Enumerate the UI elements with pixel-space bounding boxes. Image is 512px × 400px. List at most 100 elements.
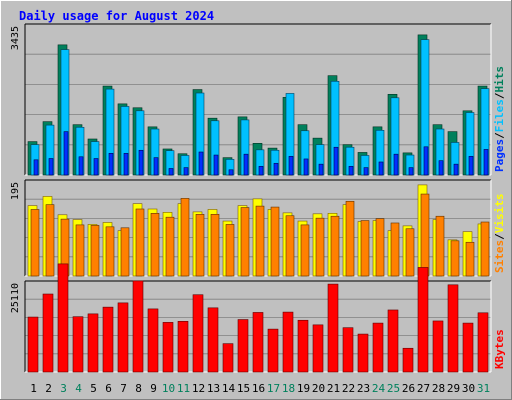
bar-pages-day-15 (243, 153, 249, 176)
bar-kbytes-day-18 (282, 311, 294, 373)
x-tick-label-day-7: 7 (120, 382, 127, 395)
x-tick-label-day-6: 6 (105, 382, 112, 395)
bar-sites-day-5 (90, 225, 100, 277)
bar-sites-day-29 (450, 240, 460, 277)
bar-kbytes-day-23 (357, 333, 369, 373)
bar-pages-day-30 (468, 156, 474, 176)
bar-kbytes-day-31 (477, 312, 489, 373)
bar-pages-day-5 (93, 158, 99, 176)
bar-sites-day-26 (405, 228, 415, 277)
bar-sites-day-9 (150, 213, 160, 277)
bar-sites-day-1 (30, 209, 40, 277)
panel-top-legend-label: Pages/Files/Hits (493, 66, 506, 172)
bar-kbytes-day-24 (372, 322, 384, 373)
bar-sites-day-12 (195, 213, 205, 277)
bar-sites-day-25 (390, 222, 400, 277)
legend-separator: / (493, 92, 506, 99)
x-tick-label-day-25: 25 (387, 382, 400, 395)
bar-pages-day-29 (453, 163, 459, 176)
legend-kbytes: KBytes (493, 329, 506, 369)
bar-pages-day-14 (228, 169, 234, 176)
x-tick-label-day-20: 20 (312, 382, 325, 395)
x-tick-label-day-14: 14 (222, 382, 236, 395)
bar-sites-day-21 (330, 215, 340, 277)
bar-pages-day-21 (333, 146, 339, 176)
x-tick-label-day-22: 22 (342, 382, 355, 395)
bar-pages-day-9 (153, 157, 159, 176)
bar-kbytes-day-8 (132, 280, 144, 373)
bar-pages-day-10 (168, 168, 174, 176)
bar-pages-day-17 (273, 162, 279, 176)
x-tick-label-day-5: 5 (90, 382, 97, 395)
panel-top-bars (27, 34, 490, 176)
x-tick-label-day-18: 18 (282, 382, 295, 395)
bar-sites-day-10 (165, 216, 175, 277)
bar-pages-day-1 (33, 159, 39, 176)
x-tick-label-day-28: 28 (432, 382, 445, 395)
bar-pages-day-13 (213, 154, 219, 176)
bar-sites-day-15 (240, 207, 250, 277)
bar-kbytes-day-21 (327, 283, 339, 373)
x-tick-label-day-11: 11 (177, 382, 190, 395)
x-axis-labels: 1 2 3 4 5 6 7 8 9 10 11 12 13 14 15 16 17 18 19 20 21 22 23 24 2… (30, 382, 490, 395)
bar-sites-day-24 (375, 218, 385, 277)
panel-middle-ymax-label: 195 (10, 182, 21, 200)
bar-kbytes-day-7 (117, 302, 129, 373)
bar-kbytes-day-17 (267, 328, 279, 373)
x-tick-label-day-29: 29 (447, 382, 460, 395)
panel-bottom-bars (27, 263, 489, 373)
panel-bottom: 25110 KBytes (10, 263, 506, 373)
bar-kbytes-day-20 (312, 324, 324, 373)
bar-pages-day-23 (363, 167, 369, 176)
bar-sites-day-23 (360, 220, 370, 277)
bar-sites-day-30 (465, 241, 475, 277)
bar-kbytes-day-9 (147, 308, 159, 373)
bar-kbytes-day-25 (387, 309, 399, 373)
x-tick-label-day-16: 16 (252, 382, 265, 395)
bar-pages-day-27 (423, 146, 429, 176)
bar-pages-day-12 (198, 151, 204, 176)
bar-pages-day-25 (393, 153, 399, 176)
x-tick-label-day-12: 12 (192, 382, 205, 395)
x-tick-label-day-13: 13 (207, 382, 220, 395)
x-tick-label-day-27: 27 (417, 382, 430, 395)
bar-sites-day-22 (345, 200, 355, 277)
bar-sites-day-27 (420, 193, 430, 277)
bar-pages-day-26 (408, 167, 414, 176)
panel-bottom-ymax-label: 25110 (10, 283, 21, 313)
bar-kbytes-day-29 (447, 284, 459, 373)
bar-sites-day-4 (75, 224, 85, 277)
bar-kbytes-day-22 (342, 327, 354, 373)
x-tick-label-day-2: 2 (45, 382, 52, 395)
bar-pages-day-22 (348, 166, 354, 176)
bar-sites-day-20 (315, 217, 325, 277)
bar-sites-day-18 (285, 215, 295, 277)
legend-separator: / (493, 233, 506, 240)
bar-kbytes-day-15 (237, 319, 249, 373)
bar-pages-day-20 (318, 163, 324, 176)
bar-sites-day-8 (135, 208, 145, 277)
x-tick-label-day-30: 30 (462, 382, 475, 395)
bar-pages-day-7 (123, 153, 129, 176)
x-tick-label-day-9: 9 (150, 382, 157, 395)
bar-kbytes-day-11 (177, 321, 189, 373)
x-tick-label-day-31: 31 (477, 382, 490, 395)
bar-kbytes-day-10 (162, 322, 174, 373)
x-tick-label-day-21: 21 (327, 382, 340, 395)
legend-files: Files (493, 99, 506, 132)
bar-kbytes-day-3 (57, 263, 69, 373)
bar-pages-day-16 (258, 166, 264, 176)
bar-sites-day-2 (45, 204, 55, 277)
x-tick-label-day-10: 10 (162, 382, 175, 395)
bar-kbytes-day-4 (72, 316, 84, 373)
bar-sites-day-16 (255, 205, 265, 277)
panel-middle: 195 Sites/Visits (10, 179, 506, 277)
legend-pages: Pages (493, 139, 506, 172)
chart-title: Daily usage for August 2024 (19, 9, 214, 23)
panel-middle-bars (27, 184, 490, 277)
panel-top-ymax-label: 3435 (10, 26, 21, 50)
bar-pages-day-19 (303, 158, 309, 176)
x-tick-label-day-23: 23 (357, 382, 370, 395)
x-tick-label-day-26: 26 (402, 382, 415, 395)
